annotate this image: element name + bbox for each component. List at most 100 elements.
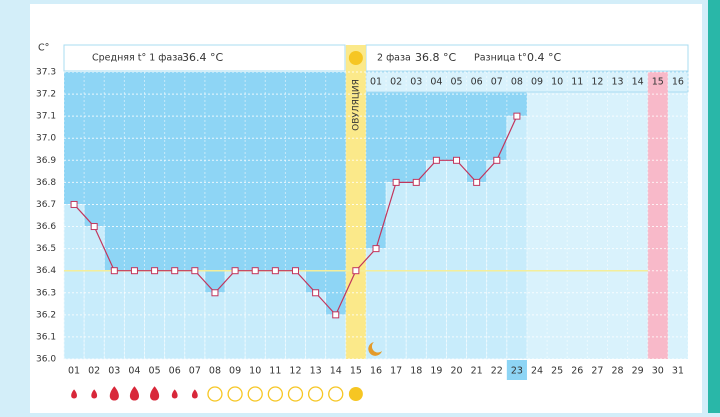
temp-marker <box>493 156 501 164</box>
phase1-label: Средняя t° 1 фаза <box>92 53 183 64</box>
x-highlight <box>506 360 527 380</box>
phase2-day: 10 <box>551 77 563 88</box>
x-tick-label: 25 <box>551 366 563 377</box>
y-tick-label: 36.5 <box>36 244 56 254</box>
phase2-value: 36.8 °C <box>415 51 456 64</box>
unit-label: C° <box>38 43 49 54</box>
phase2-day: 15 <box>652 77 664 88</box>
bar <box>305 292 326 360</box>
y-tick-label: 36.2 <box>36 310 56 320</box>
phase2-day: 04 <box>430 77 442 88</box>
y-tick-label: 36.3 <box>36 288 56 298</box>
y-tick-label: 36.6 <box>36 222 56 232</box>
x-tick-label: 03 <box>108 366 120 377</box>
x-tick-label: 01 <box>68 366 80 377</box>
temp-marker <box>453 156 461 164</box>
phase2-label: 2 фаза <box>377 53 411 64</box>
x-tick-label: 21 <box>471 366 483 377</box>
phase2-day: 13 <box>612 77 624 88</box>
bar <box>426 160 447 360</box>
x-tick-label: 11 <box>269 366 281 377</box>
side-strip <box>708 0 720 413</box>
temp-marker <box>211 289 219 297</box>
y-tick-label: 37.1 <box>36 112 56 122</box>
x-tick-label: 17 <box>390 366 402 377</box>
phase2-day: 12 <box>591 77 603 88</box>
sun-icon <box>348 51 363 65</box>
temp-marker <box>151 267 159 275</box>
x-tick-label: 12 <box>289 366 301 377</box>
temp-marker <box>312 289 320 297</box>
temp-marker <box>473 178 481 186</box>
drop-icon <box>171 389 178 399</box>
phase2-box <box>365 44 689 72</box>
x-tick-label: 13 <box>310 366 322 377</box>
circle-icon <box>227 386 243 402</box>
x-tick-label: 02 <box>88 366 100 377</box>
temp-marker <box>271 267 279 275</box>
x-tick-label: 19 <box>430 366 442 377</box>
temp-marker <box>171 267 179 275</box>
temp-marker <box>432 156 440 164</box>
y-tick-label: 36.4 <box>36 266 56 276</box>
temp-marker <box>352 267 360 275</box>
phase1-box <box>63 44 346 72</box>
phase2-day: 14 <box>632 77 644 88</box>
temp-marker <box>231 267 239 275</box>
x-tick-label: 23 <box>511 366 523 377</box>
temp-marker <box>191 267 199 275</box>
bar <box>446 160 467 360</box>
drop-icon <box>91 389 98 399</box>
bar <box>486 160 508 360</box>
drop-icon <box>71 389 77 399</box>
temp-marker <box>291 267 299 275</box>
x-tick-label: 31 <box>672 366 684 377</box>
phase2-day: 06 <box>471 77 483 88</box>
phase2-day: 03 <box>410 77 422 88</box>
temp-marker <box>90 223 98 231</box>
phase2-day: 09 <box>531 77 543 88</box>
drop-icon <box>191 389 198 399</box>
x-tick-label: 05 <box>149 366 161 377</box>
bar <box>63 204 85 360</box>
x-tick-label: 14 <box>330 366 342 377</box>
phase2-day: 01 <box>370 77 382 88</box>
x-tick-label: 30 <box>652 366 664 377</box>
x-tick-label: 20 <box>450 366 462 377</box>
y-tick-label: 36.0 <box>36 355 56 365</box>
phase2-day: 11 <box>571 77 583 88</box>
ovulation-label: ОВУЛЯЦИЯ <box>351 79 361 131</box>
x-tick-label: 07 <box>189 366 201 377</box>
drop-icon <box>109 386 119 401</box>
temp-marker <box>513 112 521 120</box>
phase2-day: 08 <box>511 77 523 88</box>
circle-icon <box>267 386 284 402</box>
bar <box>365 248 387 360</box>
x-tick-label: 26 <box>571 366 583 377</box>
circle-icon <box>207 386 223 402</box>
circle-icon-filled <box>348 387 363 401</box>
x-tick-label: 09 <box>229 366 241 377</box>
drop-icon <box>150 386 160 401</box>
y-tick-label: 37.2 <box>36 90 56 100</box>
plot: 36.0 36.1 36.2 36.3 36.4 36.5 36.6 36.7 36.8 36.9… <box>36 45 689 402</box>
phase1-value: 36.4 °C <box>182 51 223 64</box>
phase2-day: 07 <box>491 77 503 88</box>
temp-marker <box>412 178 420 186</box>
temp-marker <box>392 178 400 186</box>
circle-icon <box>247 386 263 402</box>
x-tick-label: 16 <box>370 366 382 377</box>
circle-icon <box>307 386 324 402</box>
temp-marker <box>251 267 259 275</box>
circle-icon <box>328 386 344 402</box>
diff-value: 0.4 °C <box>527 51 561 64</box>
phase2-day: 16 <box>672 77 684 88</box>
bar <box>506 115 528 360</box>
temp-marker <box>372 245 380 253</box>
temp-marker <box>130 267 138 275</box>
x-tick-label: 15 <box>350 366 362 377</box>
x-tick-label: 10 <box>249 366 261 377</box>
temp-marker <box>332 311 340 319</box>
